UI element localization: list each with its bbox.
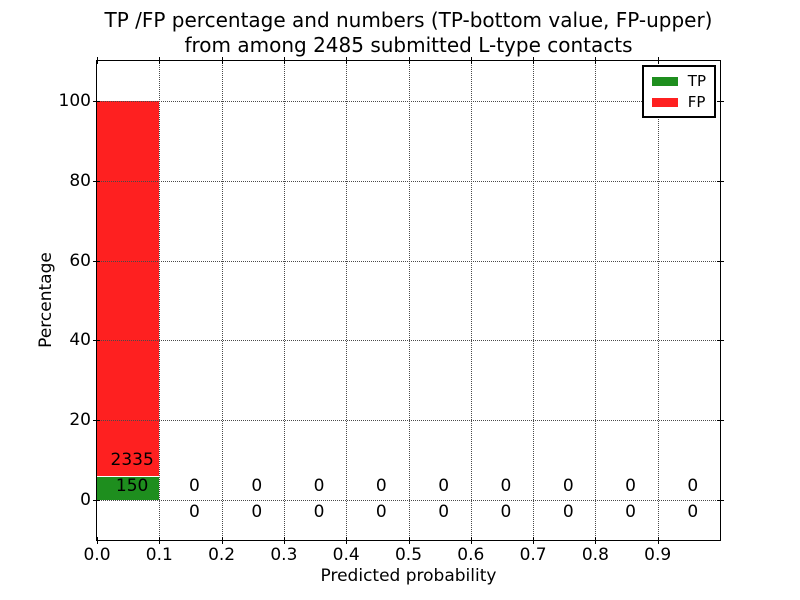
y-tick-right-60 (717, 260, 724, 262)
legend-label-fp: FP (687, 93, 706, 111)
y-tick-left-80 (93, 180, 100, 182)
fp-count-label-bin-0: 2335 (110, 449, 154, 470)
x-tick-label-0.8: 0.8 (581, 545, 609, 565)
fp-count-label-bin-7: 0 (562, 501, 574, 522)
gridline-x-0.1 (159, 61, 161, 540)
y-tick-right-80 (717, 180, 724, 182)
fp-count-label-bin-2: 0 (251, 501, 263, 522)
y-tick-label-100: 100 (58, 90, 91, 111)
y-tick-left-60 (93, 260, 100, 262)
y-tick-right-0 (717, 500, 724, 502)
x-tick-bottom-0.7 (533, 537, 535, 544)
y-tick-left-100 (93, 100, 100, 102)
gridline-x-0.5 (408, 61, 410, 540)
fp-count-label-bin-4: 0 (375, 501, 387, 522)
x-tick-bottom-0.8 (595, 537, 597, 544)
x-tick-label-0.2: 0.2 (208, 545, 236, 565)
legend: TP FP (641, 65, 716, 118)
y-tick-right-20 (717, 420, 724, 422)
tp-count-label-bin-3: 0 (313, 476, 325, 497)
y-tick-left-20 (93, 420, 100, 422)
x-tick-bottom-0.4 (346, 537, 348, 544)
tp-count-label-bin-7: 0 (562, 476, 574, 497)
x-tick-label-0.5: 0.5 (394, 545, 423, 565)
chart-title: TP /FP percentage and numbers (TP-bottom… (97, 8, 720, 58)
tp-count-label-bin-6: 0 (500, 476, 512, 497)
y-tick-left-0 (93, 500, 100, 502)
gridline-x-0.8 (595, 61, 597, 540)
x-tick-label-0.3: 0.3 (270, 545, 298, 565)
tp-count-label-bin-8: 0 (625, 476, 636, 497)
bar-fp-bin-0 (97, 100, 160, 477)
y-tick-right-100 (717, 100, 724, 102)
fp-count-label-bin-6: 0 (500, 501, 512, 522)
y-tick-label-80: 80 (69, 170, 91, 191)
fp-count-label-bin-8: 0 (625, 501, 636, 522)
y-tick-label-40: 40 (69, 330, 91, 351)
x-tick-bottom-0 (97, 537, 98, 544)
x-tick-top-0.2 (221, 57, 223, 64)
plot-area: 150 2335 0 0 0 0 0 0 0 0 0 0 0 0 0 0 0 0 0 0 TP FP (96, 60, 721, 541)
x-tick-top-0.9 (657, 57, 659, 64)
x-tick-bottom-0.5 (408, 537, 410, 544)
x-tick-bottom-0.2 (221, 537, 223, 544)
tp-count-label-bin-5: 0 (438, 476, 450, 497)
fp-count-label-bin-9: 0 (687, 501, 699, 522)
y-tick-label-0: 0 (80, 490, 91, 511)
x-tick-label-0.6: 0.6 (457, 545, 485, 565)
x-tick-top-0.7 (533, 57, 535, 64)
tp-count-label-bin-0: 150 (115, 476, 149, 497)
gridline-x-0.3 (283, 61, 285, 540)
legend-entry-fp: FP (651, 93, 706, 111)
x-tick-top-0 (97, 57, 98, 64)
x-tick-label-0.4: 0.4 (332, 545, 360, 565)
tp-count-label-bin-1: 0 (189, 476, 200, 497)
y-tick-label-20: 20 (69, 410, 91, 431)
tp-count-label-bin-2: 0 (251, 476, 263, 497)
gridline-x-0.9 (657, 61, 659, 540)
y-tick-left-40 (93, 340, 100, 342)
x-tick-bottom-0.1 (159, 537, 161, 544)
x-tick-top-0.8 (595, 57, 597, 64)
x-tick-top-0.3 (283, 57, 285, 64)
fp-count-label-bin-1: 0 (189, 501, 200, 522)
gridline-x-0.4 (346, 61, 348, 540)
x-tick-top-0.4 (346, 57, 348, 64)
x-tick-label-0.9: 0.9 (644, 545, 672, 565)
legend-entry-tp: TP (651, 72, 706, 90)
gridline-x-0.6 (470, 61, 472, 540)
x-tick-top-0.5 (408, 57, 410, 64)
gridline-x-0.2 (221, 61, 223, 540)
x-tick-bottom-0.9 (657, 537, 659, 544)
legend-label-tp: TP (687, 72, 706, 90)
x-tick-label-0.0: 0.0 (83, 545, 111, 565)
bar-tp-bin-0 (97, 475, 160, 501)
fp-count-label-bin-3: 0 (313, 501, 325, 522)
tp-count-label-bin-9: 0 (687, 476, 699, 497)
gridline-x-0.7 (533, 61, 535, 540)
tp-count-label-bin-4: 0 (375, 476, 387, 497)
chart-title-line2: from among 2485 submitted L-type contact… (184, 33, 633, 57)
x-tick-bottom-0.6 (470, 537, 472, 544)
x-tick-label-0.1: 0.1 (145, 545, 173, 565)
x-tick-bottom-0.3 (283, 537, 285, 544)
y-tick-right-40 (717, 340, 724, 342)
x-axis-label: Predicted probability (320, 566, 497, 586)
legend-swatch-fp (651, 97, 678, 107)
x-tick-label-0.7: 0.7 (519, 545, 547, 565)
x-tick-top-0.1 (159, 57, 161, 64)
x-tick-top-0.6 (470, 57, 472, 64)
y-tick-label-60: 60 (69, 250, 91, 271)
chart-title-line1: TP /FP percentage and numbers (TP-bottom… (104, 8, 713, 32)
legend-swatch-tp (651, 76, 678, 86)
fp-count-label-bin-5: 0 (438, 501, 450, 522)
